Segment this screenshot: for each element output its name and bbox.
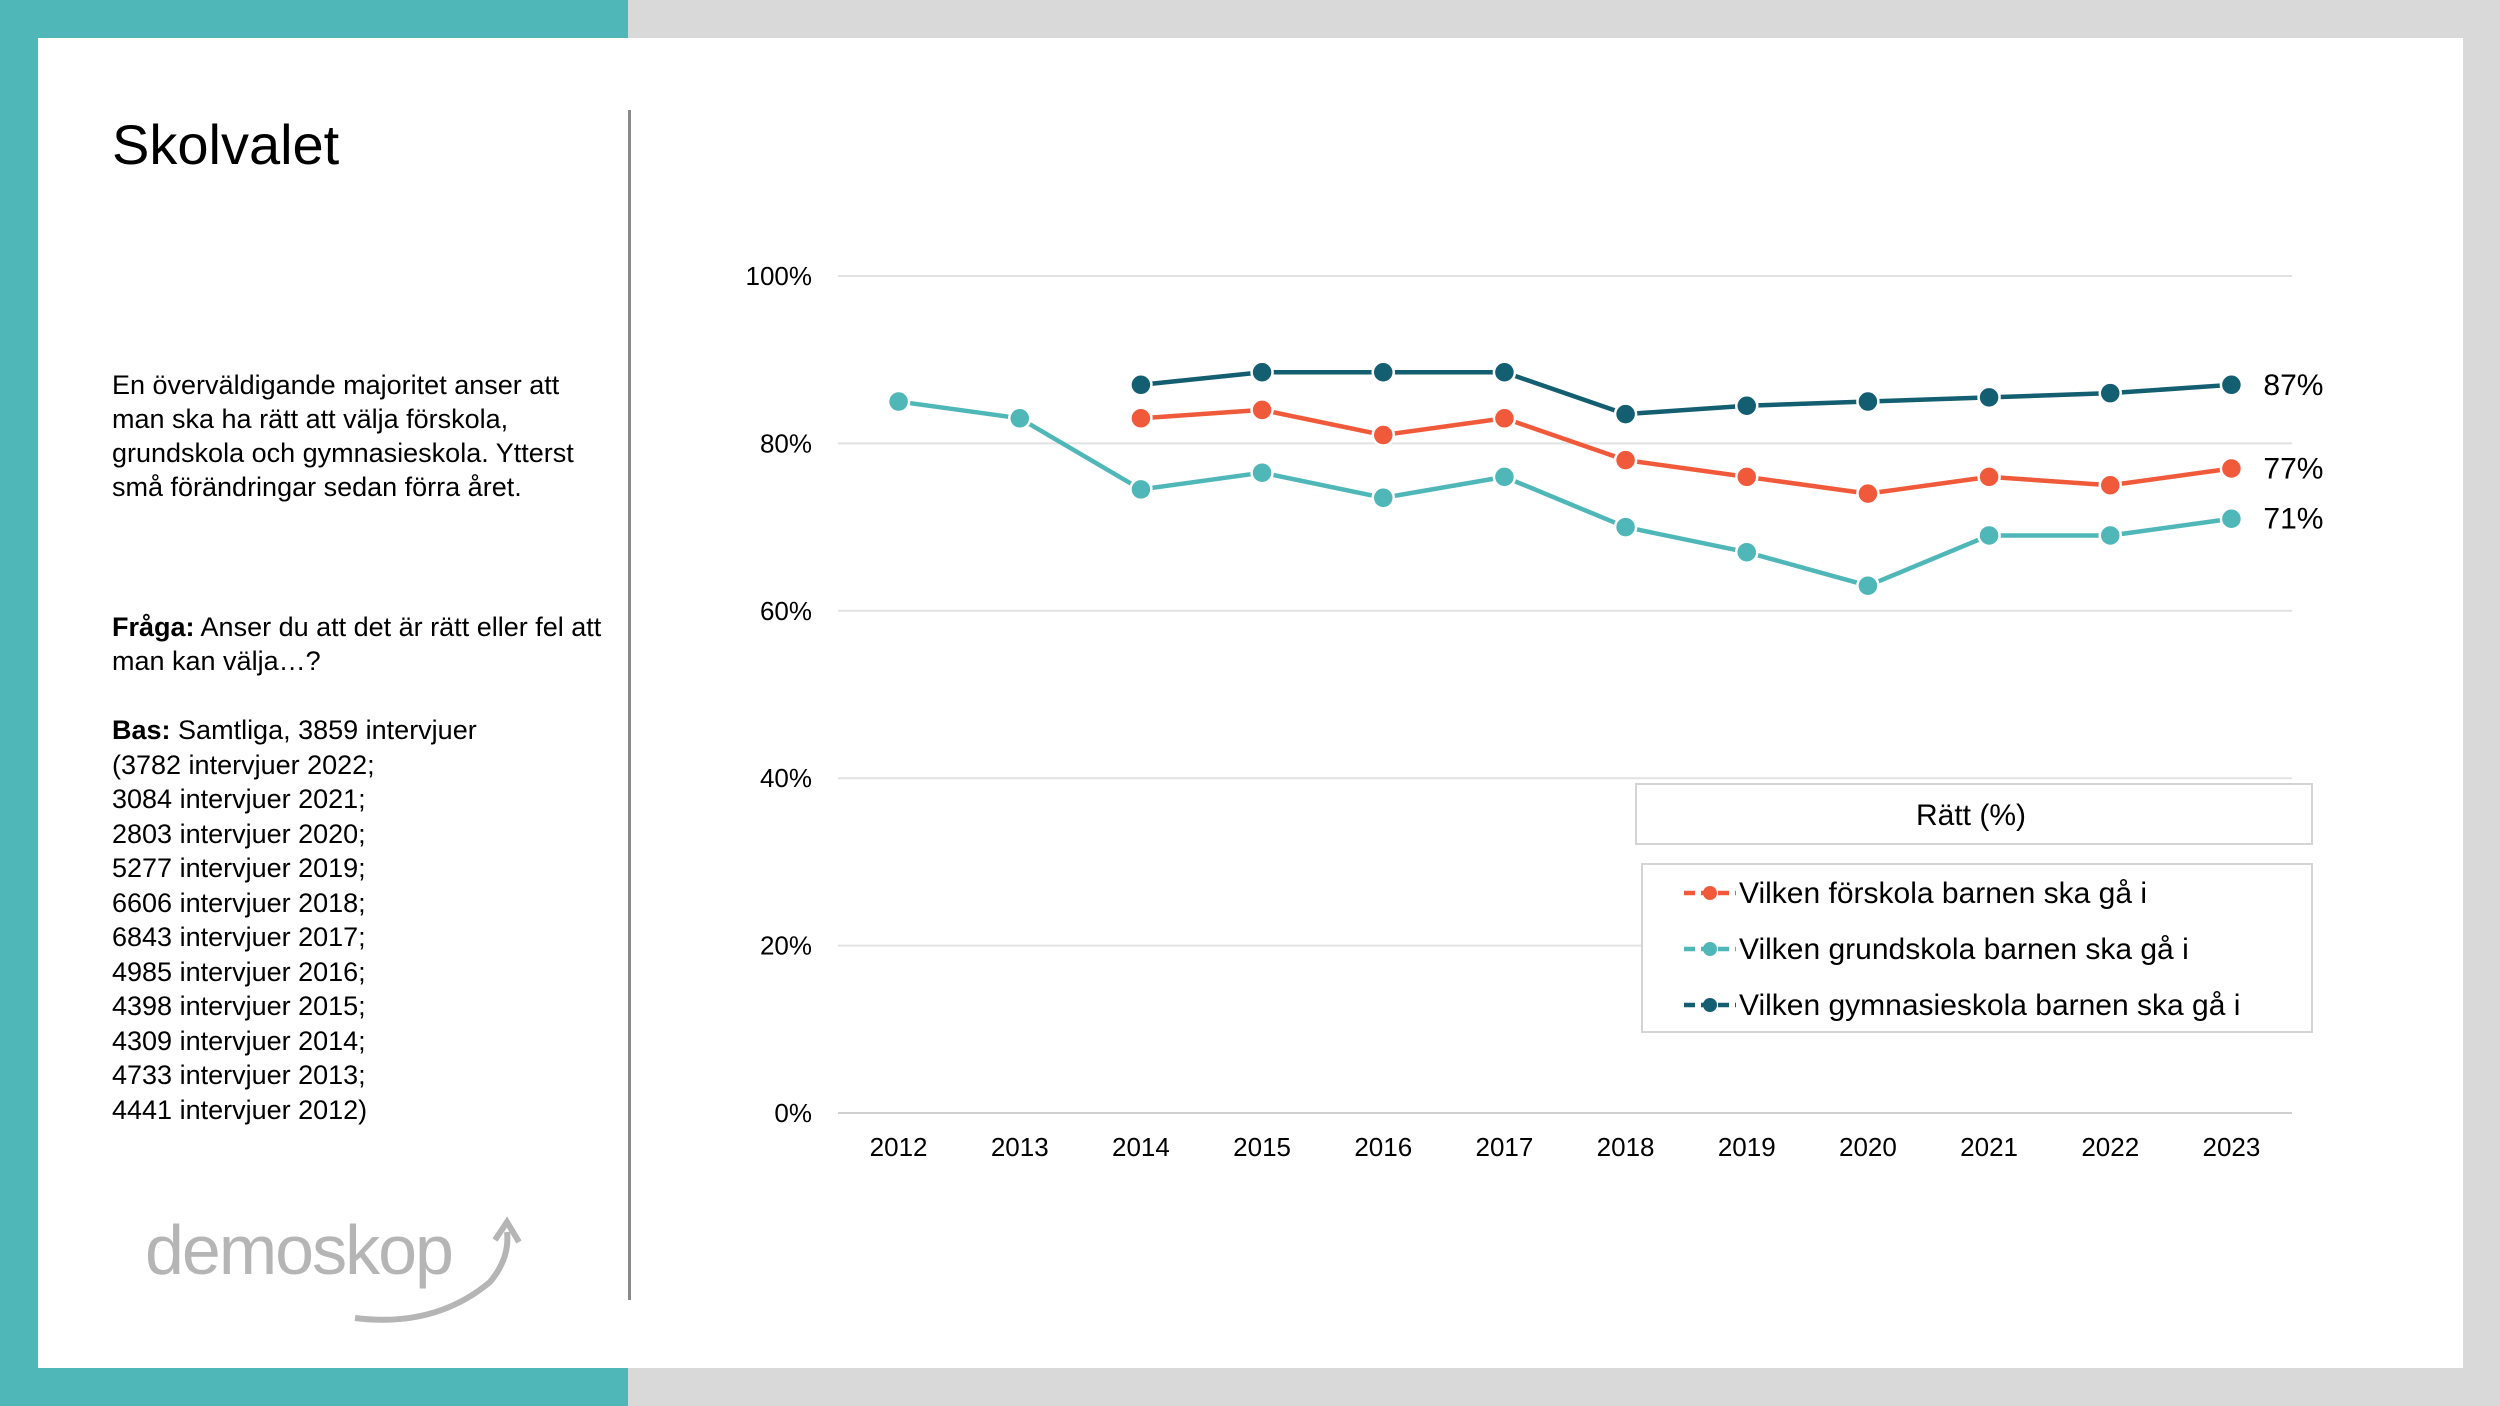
base-line-1: (3782 intervjuer 2022; <box>112 749 375 780</box>
legend-swatch-dot-gymnasieskola <box>1703 998 1717 1012</box>
lead-text: En överväldigande majoritet anser att ma… <box>112 370 574 502</box>
base-line-5: 6606 intervjuer 2018; <box>112 887 366 918</box>
data-label-grundskola: 71% <box>2263 503 2323 536</box>
logo-text: demoskop <box>145 1211 454 1289</box>
data-point-grundskola <box>2219 506 2244 531</box>
data-point-gymnasieskola <box>1492 360 1517 385</box>
base-line-0: Bas: Samtliga, 3859 intervjuer <box>112 713 612 748</box>
data-point-gymnasieskola <box>1613 402 1638 426</box>
base-line-4: 5277 intervjuer 2019; <box>112 853 366 883</box>
legend-title-box <box>1635 783 2313 845</box>
base-line-9: 4309 intervjuer 2014; <box>112 1025 366 1056</box>
legend-swatch-dot-forskola <box>1703 886 1717 900</box>
legend-entry-gymnasieskola: Vilken gymnasieskola barnen ska gå i <box>1739 989 2240 1022</box>
base-line-2: 3084 intervjuer 2021; <box>112 784 366 814</box>
data-point-gymnasieskola <box>1129 373 1153 397</box>
legend-entry-forskola: Vilken förskola barnen ska gå i <box>1739 877 2147 910</box>
base-label: Bas: <box>112 715 171 745</box>
vertical-divider <box>628 110 631 1300</box>
legend-entry-grundskola: Vilken grundskola barnen ska gå i <box>1739 933 2189 966</box>
question-text: Anser du att det är rätt eller fel att m… <box>112 612 602 676</box>
data-point-gymnasieskola <box>1856 389 1880 414</box>
x-tick-label: 2022 <box>2081 1132 2139 1162</box>
y-tick-label: 40% <box>760 763 812 793</box>
data-point-grundskola <box>1371 486 1395 510</box>
data-point-gymnasieskola <box>2219 373 2244 397</box>
data-point-forskola <box>1856 481 1880 506</box>
base-line-3: 2803 intervjuer 2020; <box>112 818 366 849</box>
x-tick-label: 2013 <box>991 1132 1049 1162</box>
y-tick-label: 20% <box>760 931 812 961</box>
x-tick-label: 2012 <box>870 1132 928 1162</box>
base-block: Bas: Samtliga, 3859 intervjuer (3782 int… <box>112 713 612 1127</box>
series-line-gymnasieskola <box>1140 370 2232 417</box>
x-tick-label: 2015 <box>1233 1132 1291 1162</box>
data-point-forskola <box>2219 456 2244 481</box>
data-label-forskola: 77% <box>2263 453 2323 486</box>
data-point-grundskola <box>1977 523 2001 548</box>
base-line-6: 6843 intervjuer 2017; <box>112 922 366 952</box>
data-point-grundskola <box>1250 460 1274 485</box>
y-tick-label: 100% <box>746 261 813 291</box>
slide-title: Skolvalet <box>112 113 340 176</box>
x-tick-label: 2017 <box>1475 1132 1533 1162</box>
data-point-forskola <box>1492 406 1517 431</box>
x-tick-label: 2023 <box>2202 1132 2260 1162</box>
y-tick-label: 60% <box>760 596 812 626</box>
base-line-text: Samtliga, 3859 intervjuer <box>178 715 477 745</box>
series-line-grundskola <box>898 399 2232 588</box>
legend-title: Rätt (%) <box>1916 799 2026 832</box>
x-tick-label: 2019 <box>1718 1132 1776 1162</box>
data-point-grundskola <box>1008 406 1032 431</box>
data-point-grundskola <box>1613 515 1638 539</box>
data-point-grundskola <box>1129 477 1153 502</box>
data-point-forskola <box>1371 423 1395 447</box>
x-tick-label: 2018 <box>1597 1132 1655 1162</box>
data-point-gymnasieskola <box>2098 381 2122 405</box>
data-point-grundskola <box>1492 465 1517 489</box>
data-point-forskola <box>1129 406 1153 431</box>
data-point-forskola <box>1250 398 1274 422</box>
data-point-forskola <box>1613 448 1638 472</box>
question-label: Fråga: <box>112 612 195 642</box>
x-tick-label: 2016 <box>1354 1132 1412 1162</box>
legend-box <box>1641 863 2313 1033</box>
base-line-7: 4985 intervjuer 2016; <box>112 956 366 987</box>
demoskop-logo: demoskop <box>145 1210 525 1330</box>
data-point-forskola <box>1977 465 2001 489</box>
data-point-grundskola <box>886 389 911 414</box>
data-point-gymnasieskola <box>1250 360 1274 385</box>
data-point-gymnasieskola <box>1977 385 2001 410</box>
data-point-forskola <box>2098 473 2122 497</box>
question-block: Fråga: Anser du att det är rätt eller fe… <box>112 610 612 678</box>
data-point-gymnasieskola <box>1735 393 1759 418</box>
base-line-11: 4441 intervjuer 2012) <box>112 1094 368 1125</box>
y-tick-label: 80% <box>760 428 812 458</box>
logo-arrow-icon <box>354 1216 522 1323</box>
slide-card <box>38 38 2463 1368</box>
legend-swatch-dot-grundskola <box>1703 942 1717 956</box>
x-tick-label: 2020 <box>1839 1132 1897 1162</box>
data-point-grundskola <box>2098 523 2122 548</box>
data-point-grundskola <box>1735 540 1759 564</box>
data-label-gymnasieskola: 87% <box>2263 369 2323 402</box>
base-line-10: 4733 intervjuer 2013; <box>112 1060 366 1090</box>
x-tick-label: 2021 <box>1960 1132 2018 1162</box>
data-point-forskola <box>1735 465 1759 489</box>
base-line-8: 4398 intervjuer 2015; <box>112 991 366 1021</box>
series-line-forskola <box>1140 407 2232 496</box>
data-point-grundskola <box>1856 573 1880 598</box>
data-point-gymnasieskola <box>1371 360 1395 385</box>
x-tick-label: 2014 <box>1112 1132 1170 1162</box>
y-tick-label: 0% <box>774 1098 812 1128</box>
